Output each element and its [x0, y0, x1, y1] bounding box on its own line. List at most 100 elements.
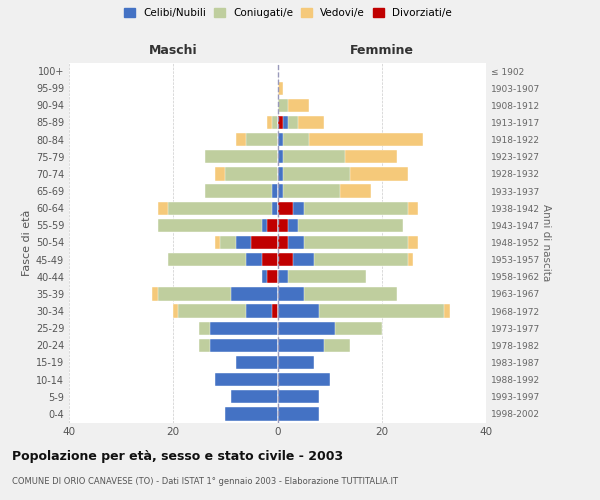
Bar [277, 270, 288, 283]
Bar [277, 390, 319, 404]
Bar [277, 167, 283, 180]
Bar [277, 133, 309, 146]
Bar [277, 116, 325, 129]
Bar [277, 270, 366, 283]
Bar [226, 407, 277, 420]
Bar [168, 253, 277, 266]
Bar [277, 218, 298, 232]
Bar [220, 236, 277, 249]
Bar [277, 407, 319, 420]
Bar [158, 287, 277, 300]
Bar [262, 270, 277, 283]
Bar [277, 373, 329, 386]
Legend: Celibi/Nubili, Coniugati/e, Vedovi/e, Divorziati/e: Celibi/Nubili, Coniugati/e, Vedovi/e, Di… [121, 5, 455, 21]
Bar [158, 202, 277, 215]
Bar [215, 236, 277, 249]
Bar [226, 407, 277, 420]
Text: Femmine: Femmine [350, 44, 414, 58]
Bar [215, 373, 277, 386]
Bar [277, 202, 293, 215]
Bar [277, 184, 371, 198]
Bar [230, 287, 277, 300]
Bar [277, 236, 418, 249]
Bar [277, 322, 382, 335]
Bar [277, 150, 345, 164]
Bar [277, 373, 329, 386]
Bar [267, 116, 277, 129]
Bar [277, 98, 309, 112]
Bar [277, 133, 283, 146]
Bar [272, 184, 277, 198]
Bar [277, 304, 319, 318]
Bar [246, 253, 277, 266]
Bar [277, 407, 319, 420]
Bar [168, 253, 277, 266]
Bar [158, 218, 277, 232]
Bar [277, 218, 403, 232]
Bar [210, 338, 277, 352]
Bar [277, 184, 340, 198]
Bar [277, 133, 424, 146]
Bar [236, 133, 277, 146]
Bar [277, 356, 314, 369]
Bar [277, 270, 366, 283]
Bar [226, 167, 277, 180]
Bar [277, 356, 314, 369]
Bar [277, 236, 288, 249]
Bar [205, 184, 277, 198]
Bar [277, 116, 298, 129]
Bar [277, 253, 314, 266]
Bar [246, 304, 277, 318]
Text: Popolazione per età, sesso e stato civile - 2003: Popolazione per età, sesso e stato civil… [12, 450, 343, 463]
Text: COMUNE DI ORIO CANAVESE (TO) - Dati ISTAT 1° gennaio 2003 - Elaborazione TUTTITA: COMUNE DI ORIO CANAVESE (TO) - Dati ISTA… [12, 478, 398, 486]
Bar [272, 304, 277, 318]
Bar [262, 270, 277, 283]
Bar [158, 218, 277, 232]
Bar [199, 322, 277, 335]
Bar [277, 236, 408, 249]
Bar [173, 304, 277, 318]
Bar [277, 390, 319, 404]
Bar [168, 202, 277, 215]
Bar [267, 270, 277, 283]
Bar [277, 322, 335, 335]
Bar [277, 287, 397, 300]
Bar [277, 304, 444, 318]
Bar [277, 407, 319, 420]
Bar [277, 202, 418, 215]
Bar [230, 390, 277, 404]
Bar [230, 390, 277, 404]
Bar [277, 150, 283, 164]
Bar [277, 116, 288, 129]
Bar [215, 373, 277, 386]
Bar [277, 253, 293, 266]
Bar [277, 167, 408, 180]
Bar [277, 338, 350, 352]
Bar [205, 150, 277, 164]
Bar [277, 150, 397, 164]
Bar [277, 218, 288, 232]
Bar [277, 184, 283, 198]
Bar [277, 218, 403, 232]
Bar [205, 150, 277, 164]
Bar [246, 133, 277, 146]
Bar [277, 167, 350, 180]
Bar [152, 287, 277, 300]
Bar [277, 287, 397, 300]
Bar [272, 202, 277, 215]
Bar [210, 322, 277, 335]
Bar [262, 218, 277, 232]
Bar [199, 322, 277, 335]
Bar [199, 338, 277, 352]
Bar [277, 322, 382, 335]
Bar [277, 287, 304, 300]
Bar [262, 253, 277, 266]
Y-axis label: Anni di nascita: Anni di nascita [541, 204, 551, 281]
Bar [277, 304, 449, 318]
Bar [277, 338, 350, 352]
Bar [230, 390, 277, 404]
Bar [236, 356, 277, 369]
Bar [236, 356, 277, 369]
Bar [226, 407, 277, 420]
Bar [277, 202, 304, 215]
